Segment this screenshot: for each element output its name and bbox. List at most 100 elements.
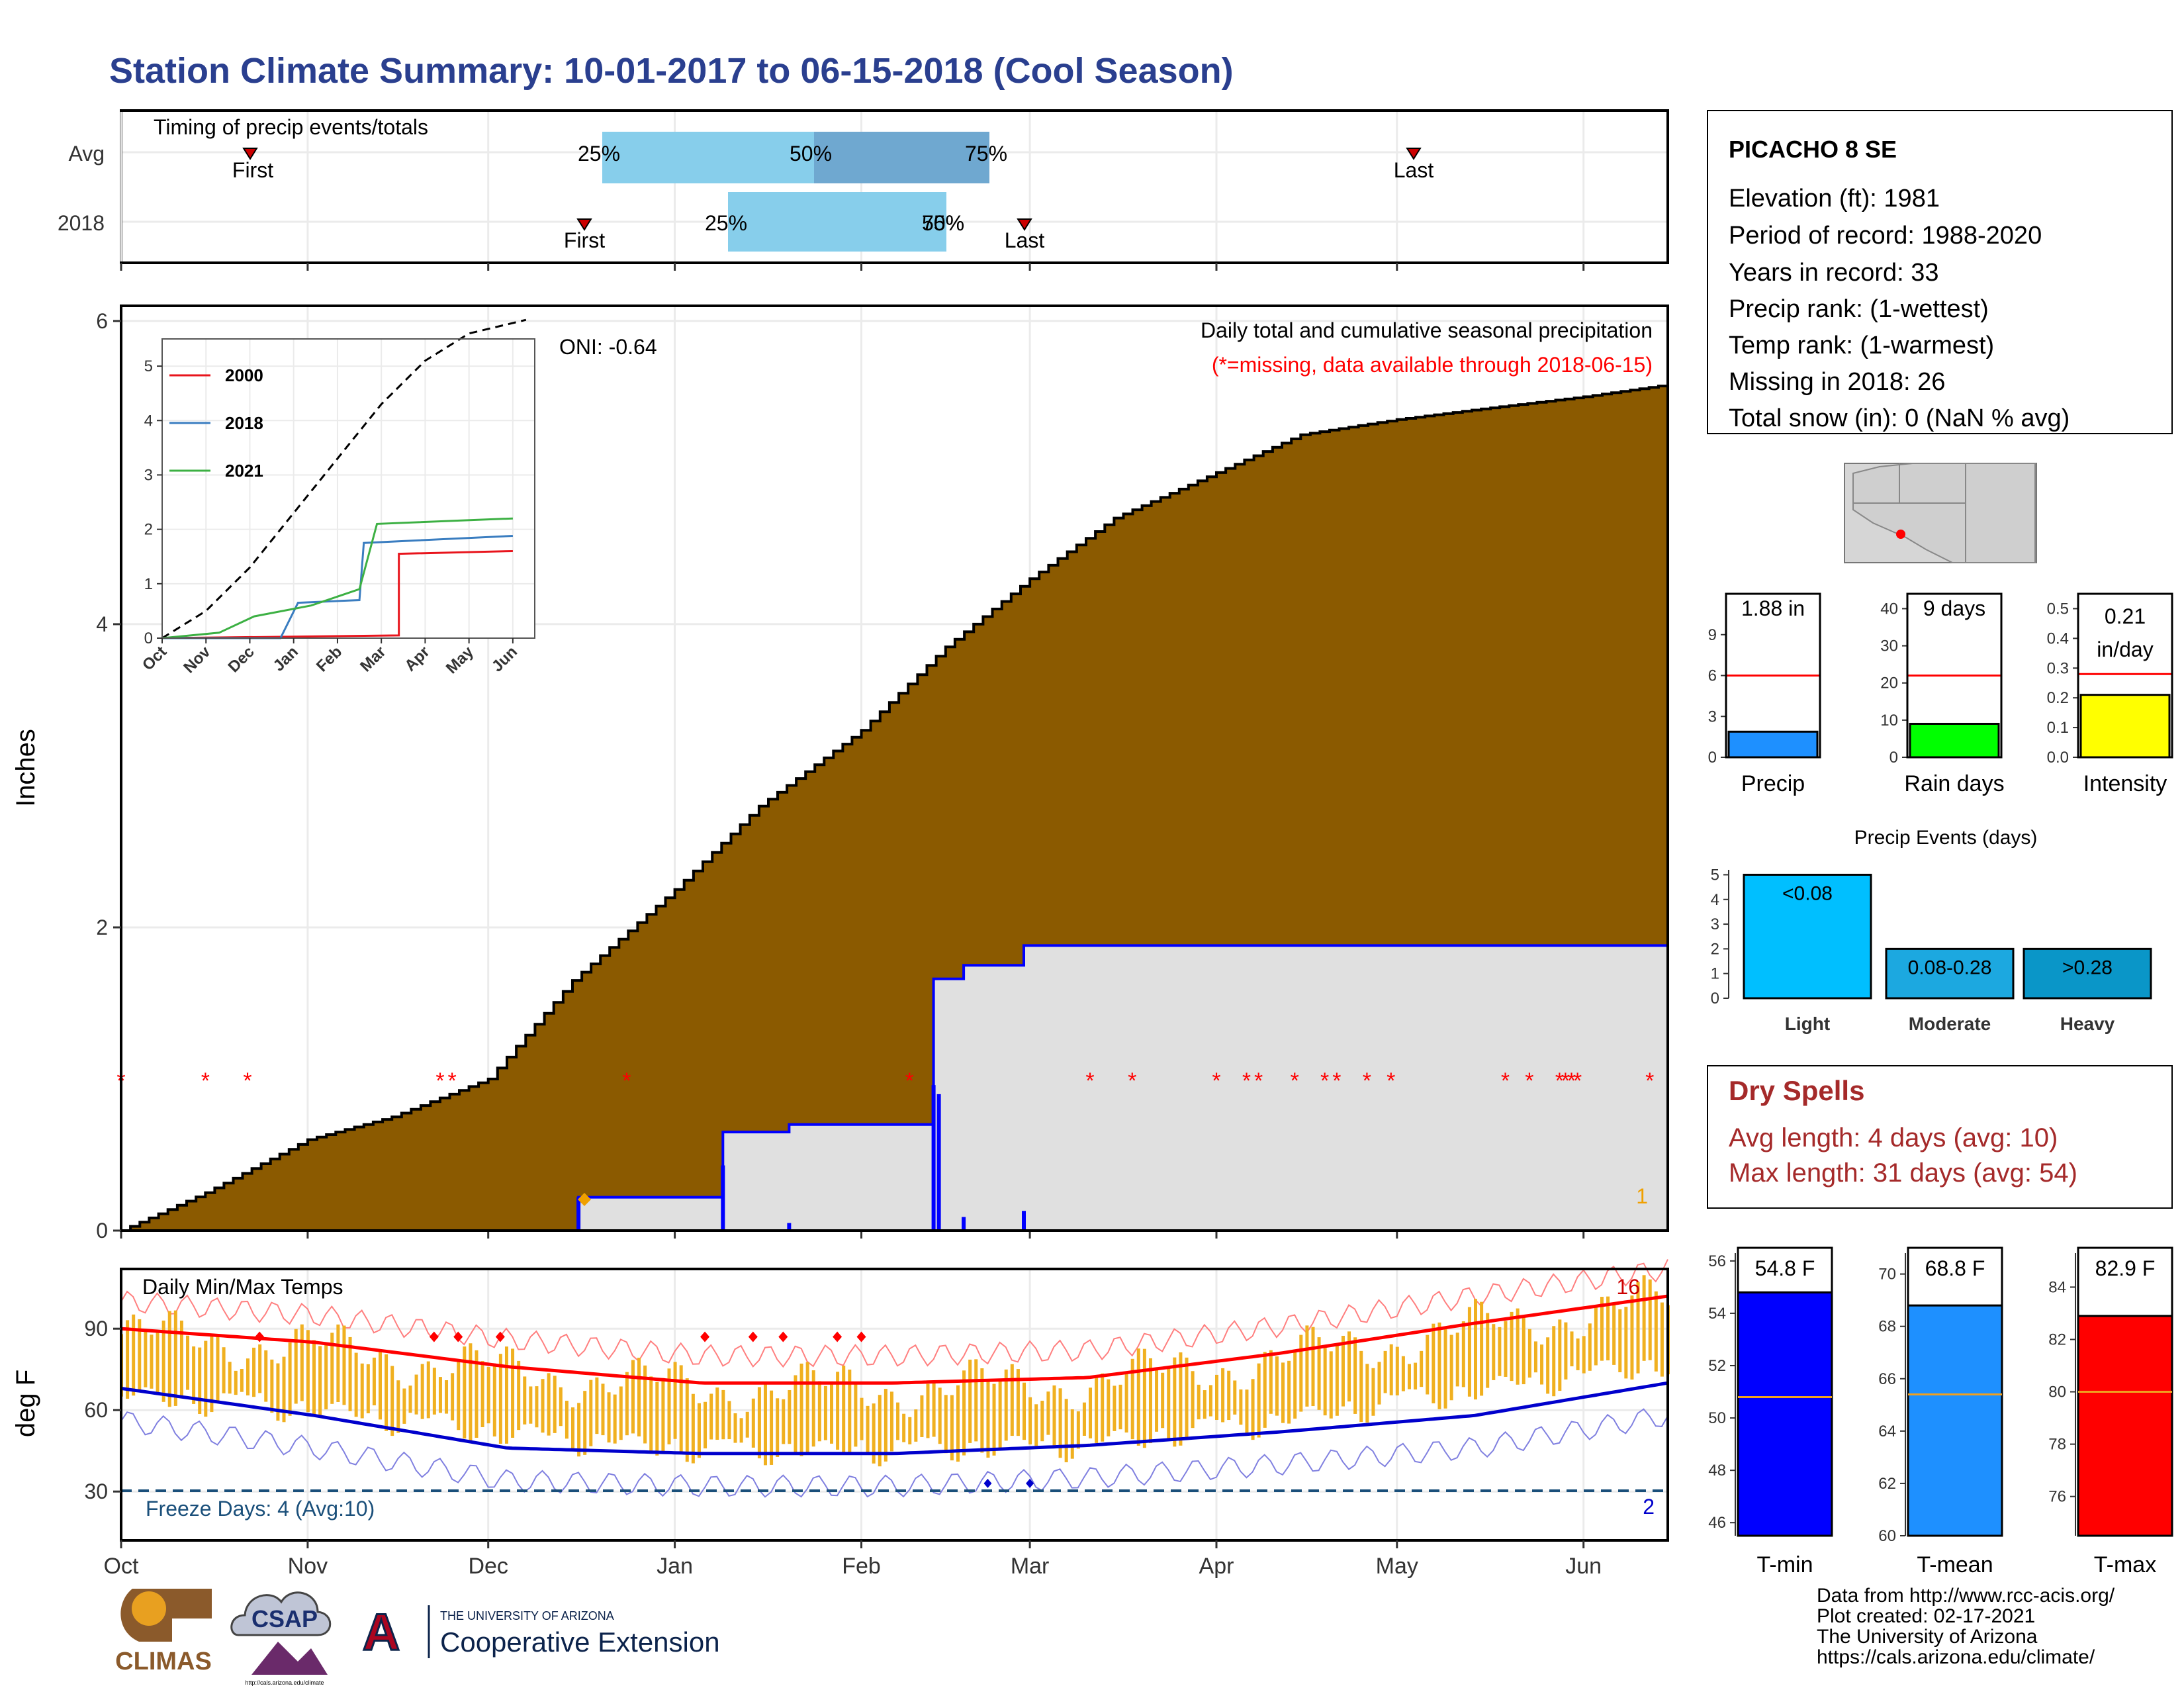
daily-temp-bar <box>1317 1337 1321 1410</box>
missing-day-marker: * <box>905 1068 914 1094</box>
daily-temp-bar <box>1654 1291 1658 1372</box>
events-bar-range: >0.28 <box>2062 957 2113 978</box>
daily-temp-bar <box>691 1393 695 1464</box>
ua-letter: A <box>363 1603 400 1661</box>
daily-temp-bar <box>246 1358 250 1396</box>
daily-temp-bar <box>1467 1307 1471 1397</box>
timing-2018-last-label: Last <box>1005 228 1045 252</box>
inset-ytick-label: 5 <box>144 357 153 375</box>
record-hot-count: 16 <box>1616 1275 1640 1299</box>
daily-temp-bar <box>408 1385 412 1413</box>
timing-avg-first-marker <box>242 148 258 160</box>
daily-temp-bar <box>252 1347 256 1397</box>
timing-row-avg-label: Avg <box>68 142 105 165</box>
precip-missing-note: (*=missing, data available through 2018-… <box>1212 353 1653 377</box>
precip-ytick-label: 9 <box>1708 626 1717 644</box>
daily-temp-bar <box>1311 1327 1315 1407</box>
ua-letter-box <box>361 1605 400 1652</box>
tmax-ytick-label: 76 <box>2048 1488 2066 1506</box>
daily-temp-bar <box>132 1314 136 1396</box>
daily-temp-bar <box>1486 1313 1490 1388</box>
tmin-label: T-min <box>1757 1552 1813 1577</box>
missing-day-marker: * <box>1555 1068 1564 1094</box>
daily-temp-bar <box>1377 1362 1381 1405</box>
daily-temp-bar <box>1558 1319 1562 1391</box>
daily-temp-bar <box>1407 1364 1411 1389</box>
temps-ytick-label: 60 <box>84 1398 108 1422</box>
missing-day-marker: * <box>243 1068 251 1094</box>
daily-temp-bar <box>661 1378 665 1454</box>
daily-temp-bar <box>673 1362 677 1439</box>
month-label: Nov <box>288 1554 328 1579</box>
missing-day-marker: * <box>1212 1068 1220 1094</box>
daily-temp-bar <box>1347 1331 1351 1402</box>
daily-temp-bar <box>1167 1367 1171 1440</box>
daily-temp-bar <box>625 1372 629 1436</box>
daily-temp-bar <box>1498 1327 1502 1376</box>
timing-avg-p75: 75% <box>965 142 1007 165</box>
daily-temp-bar <box>884 1389 887 1462</box>
temps-panel: Daily Min/Max Temps Freeze Days: 4 (Avg:… <box>11 1259 1670 1579</box>
precip-bar <box>1727 730 1819 759</box>
events-bar-label: Light <box>1785 1013 1830 1034</box>
record-max-line <box>120 1259 1668 1368</box>
daily-temp-bar <box>974 1359 978 1442</box>
daily-temp-bar <box>1576 1338 1580 1370</box>
precip-summary-chart: 0 3 6 9 1.88 in Precip <box>1708 592 1821 796</box>
rain-days-ytick-label: 20 <box>1880 675 1898 692</box>
daily-temp-bar <box>529 1386 533 1424</box>
daily-temp-bar <box>1028 1397 1032 1445</box>
daily-temp-bar <box>1365 1364 1369 1423</box>
daily-temp-bar <box>1648 1279 1652 1360</box>
daily-temp-bar <box>1208 1385 1212 1417</box>
month-label: Apr <box>1199 1554 1234 1579</box>
record-high-marker <box>495 1331 505 1342</box>
daily-precip-bar <box>721 1165 725 1231</box>
daily-temp-bar <box>173 1310 177 1406</box>
daily-temp-bar <box>1449 1335 1453 1401</box>
daily-temp-bar <box>1624 1307 1628 1379</box>
daily-precip-bar <box>962 1217 966 1231</box>
daily-temp-bar <box>836 1372 840 1450</box>
daily-temp-bar <box>1293 1349 1297 1419</box>
daily-temp-bar <box>1101 1373 1105 1442</box>
university-logo: A THE UNIVERSITY OF ARIZONA Cooperative … <box>361 1602 720 1662</box>
daily-temp-bar <box>396 1380 400 1433</box>
daily-temp-bar <box>751 1398 755 1448</box>
daily-temp-bar <box>348 1336 352 1411</box>
daily-temp-bar <box>420 1364 424 1419</box>
daily-temp-bar <box>1570 1331 1574 1367</box>
precip-events-chart: Precip Events (days) 0 1 2 3 4 5 <0.08 Light 0.… <box>1711 827 2152 1034</box>
tmean-value: 68.8 F <box>1925 1256 1985 1280</box>
temps-ytick-label: 90 <box>84 1317 108 1340</box>
daily-temp-bar <box>1594 1307 1598 1366</box>
daily-temp-bar <box>1040 1401 1044 1442</box>
daily-temp-bar <box>944 1395 948 1454</box>
intensity-ytick-label: 0.1 <box>2047 719 2069 737</box>
inset-ytick-label: 4 <box>144 412 153 430</box>
daily-temp-bar <box>908 1417 912 1444</box>
temps-ylabel: deg F <box>11 1370 40 1437</box>
daily-temp-bar <box>914 1409 918 1442</box>
daily-temp-bar <box>294 1329 298 1404</box>
daily-temp-bar <box>745 1411 749 1438</box>
daily-temp-bar <box>1191 1371 1195 1429</box>
daily-temp-bar <box>1642 1275 1646 1361</box>
daily-temp-bar <box>1522 1315 1525 1385</box>
daily-temp-bar <box>613 1394 617 1444</box>
missing-day-marker: * <box>448 1068 457 1094</box>
avg-min-temp-line <box>120 1381 1668 1456</box>
inset-ytick-label: 0 <box>144 630 153 647</box>
daily-temp-bar <box>258 1344 262 1393</box>
tmax-bar <box>2077 1315 2173 1537</box>
daily-temp-bar <box>770 1390 774 1465</box>
timing-avg-p50: 50% <box>790 142 832 165</box>
credit-line-3: The University of Arizona <box>1817 1626 2038 1648</box>
daily-temp-bar <box>1179 1352 1183 1446</box>
events-bar-moderate <box>1885 947 2015 1000</box>
events-ytick-label: 2 <box>1711 940 1719 958</box>
daily-temp-bar <box>553 1376 557 1433</box>
daily-temp-bar <box>469 1343 473 1442</box>
precip-corner-count: 1 <box>1636 1184 1648 1208</box>
rain-days-label: Rain days <box>1904 771 2004 796</box>
